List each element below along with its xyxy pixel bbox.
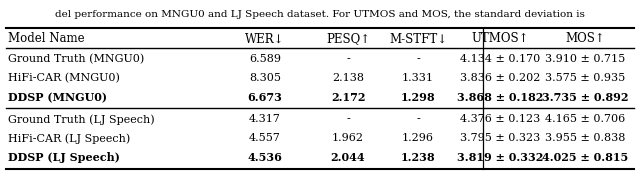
- Text: -: -: [416, 54, 420, 64]
- Text: 4.376 ± 0.123: 4.376 ± 0.123: [460, 114, 540, 124]
- Text: 3.735 ± 0.892: 3.735 ± 0.892: [541, 92, 628, 103]
- Text: Ground Truth (LJ Speech): Ground Truth (LJ Speech): [8, 114, 155, 125]
- Text: 3.819 ± 0.332: 3.819 ± 0.332: [457, 152, 543, 163]
- Text: 1.331: 1.331: [402, 73, 434, 83]
- Text: 3.910 ± 0.715: 3.910 ± 0.715: [545, 54, 625, 64]
- Text: 3.868 ± 0.182: 3.868 ± 0.182: [457, 92, 543, 103]
- Text: 2.172: 2.172: [331, 92, 365, 103]
- Text: 8.305: 8.305: [249, 73, 281, 83]
- Text: UTMOS↑: UTMOS↑: [471, 33, 529, 46]
- Text: 4.557: 4.557: [249, 133, 281, 143]
- Text: 3.955 ± 0.838: 3.955 ± 0.838: [545, 133, 625, 143]
- Text: 1.296: 1.296: [402, 133, 434, 143]
- Text: WER↓: WER↓: [245, 33, 285, 46]
- Text: 3.836 ± 0.202: 3.836 ± 0.202: [460, 73, 540, 83]
- Text: -: -: [416, 114, 420, 124]
- Text: DDSP (MNGU0): DDSP (MNGU0): [8, 92, 107, 103]
- Text: Model Name: Model Name: [8, 33, 84, 46]
- Text: -: -: [346, 54, 350, 64]
- Text: 4.134 ± 0.170: 4.134 ± 0.170: [460, 54, 540, 64]
- Text: 6.673: 6.673: [248, 92, 282, 103]
- Text: 1.962: 1.962: [332, 133, 364, 143]
- Text: 6.589: 6.589: [249, 54, 281, 64]
- Text: M-STFT↓: M-STFT↓: [389, 33, 447, 46]
- Text: MOS↑: MOS↑: [565, 33, 605, 46]
- Text: HiFi-CAR (MNGU0): HiFi-CAR (MNGU0): [8, 73, 120, 84]
- Text: 1.238: 1.238: [401, 152, 435, 163]
- Text: 3.575 ± 0.935: 3.575 ± 0.935: [545, 73, 625, 83]
- Text: del performance on MNGU0 and LJ Speech dataset. For UTMOS and MOS, the standard : del performance on MNGU0 and LJ Speech d…: [55, 10, 585, 19]
- Text: 1.298: 1.298: [401, 92, 435, 103]
- Text: 2.044: 2.044: [331, 152, 365, 163]
- Text: 4.317: 4.317: [249, 114, 281, 124]
- Text: Ground Truth (MNGU0): Ground Truth (MNGU0): [8, 54, 144, 65]
- Text: 3.795 ± 0.323: 3.795 ± 0.323: [460, 133, 540, 143]
- Text: HiFi-CAR (LJ Speech): HiFi-CAR (LJ Speech): [8, 133, 131, 144]
- Text: -: -: [346, 114, 350, 124]
- Text: DDSP (LJ Speech): DDSP (LJ Speech): [8, 152, 120, 163]
- Text: 4.025 ± 0.815: 4.025 ± 0.815: [542, 152, 628, 163]
- Text: 4.165 ± 0.706: 4.165 ± 0.706: [545, 114, 625, 124]
- Text: PESQ↑: PESQ↑: [326, 33, 370, 46]
- Text: 4.536: 4.536: [248, 152, 282, 163]
- Text: 2.138: 2.138: [332, 73, 364, 83]
